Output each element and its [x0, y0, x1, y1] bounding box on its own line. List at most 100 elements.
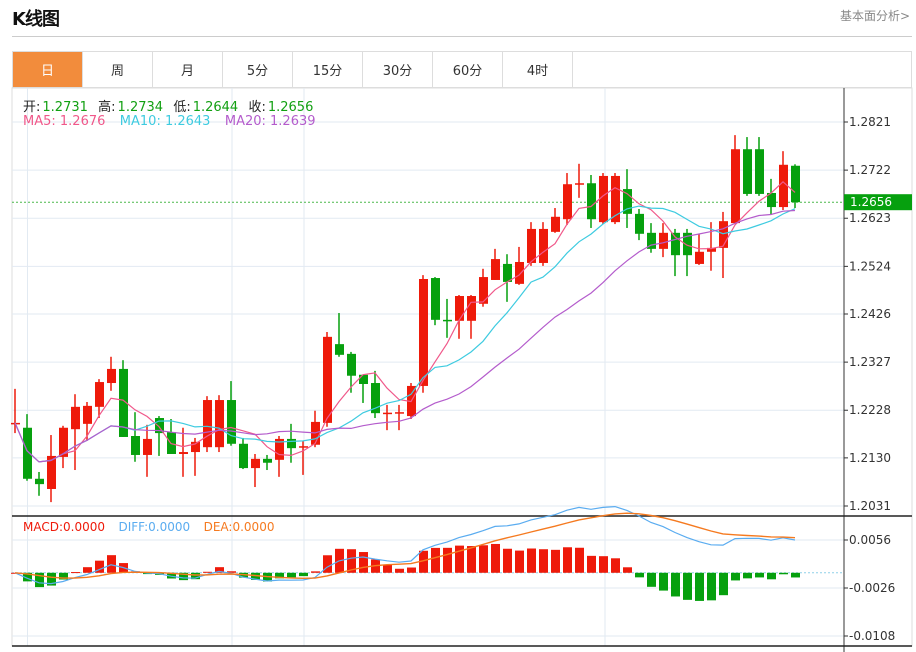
- macd-bar: [323, 555, 332, 573]
- candle-body: [731, 149, 740, 224]
- low-label: 低:: [173, 100, 191, 115]
- price-tick-label: 1.2623: [849, 211, 891, 225]
- macd-bar: [107, 555, 116, 573]
- candle-body: [515, 261, 524, 284]
- price-tick-label: 1.2722: [849, 163, 891, 177]
- ma10-value: MA10: 1.2643: [119, 114, 211, 129]
- candle-body: [719, 221, 728, 248]
- tab-weekly[interactable]: 周: [83, 52, 153, 87]
- macd-bar: [695, 572, 704, 601]
- candle-body: [131, 436, 140, 455]
- tab-15min[interactable]: 15分: [293, 52, 363, 87]
- tab-5min[interactable]: 5分: [223, 52, 293, 87]
- tab-monthly[interactable]: 月: [153, 52, 223, 87]
- macd-bar: [95, 560, 104, 573]
- macd-bar: [59, 572, 68, 580]
- macd-bar: [455, 545, 464, 573]
- macd-bar: [755, 572, 764, 578]
- high-value: 1.2734: [117, 100, 164, 115]
- macd-bar: [359, 552, 368, 573]
- candle-body: [35, 478, 44, 485]
- candle-body: [251, 458, 260, 469]
- tab-daily[interactable]: 日: [13, 52, 83, 87]
- candle-body: [143, 438, 152, 455]
- macd-bar: [599, 556, 608, 573]
- close-value: 1.2656: [267, 100, 314, 115]
- candle-body: [227, 400, 236, 444]
- macd-bar: [563, 547, 572, 573]
- macd-bar: [791, 572, 800, 578]
- macd-bar: [635, 572, 644, 578]
- candle-body: [443, 319, 452, 322]
- macd-value: MACD:0.0000: [23, 520, 106, 534]
- candle-body: [479, 277, 488, 304]
- current-price-label: 1.2656: [850, 195, 892, 209]
- macd-bar: [47, 572, 56, 586]
- macd-bar: [251, 572, 260, 580]
- ma20-line: [14, 209, 796, 463]
- candle-body: [263, 458, 272, 463]
- tab-60min[interactable]: 60分: [433, 52, 503, 87]
- candle-body: [299, 446, 308, 448]
- macd-bar: [527, 548, 536, 573]
- macd-tick-label: -0.0026: [849, 581, 895, 595]
- candle-body: [203, 400, 212, 448]
- dea-value: DEA:0.0000: [203, 520, 275, 534]
- price-tick-label: 1.2327: [849, 355, 891, 369]
- macd-bar: [203, 571, 212, 573]
- candle-body: [539, 228, 548, 263]
- fundamental-analysis-link[interactable]: 基本面分析>: [839, 9, 910, 23]
- page-title: K线图: [12, 9, 60, 30]
- candle-body: [59, 427, 68, 457]
- open-value: 1.2731: [42, 100, 88, 115]
- candle-body: [491, 259, 500, 280]
- candle-body: [419, 279, 428, 386]
- candle-body: [467, 296, 476, 321]
- candle-body: [755, 149, 764, 194]
- macd-bar: [659, 572, 668, 591]
- macd-bar: [35, 572, 44, 588]
- macd-bar: [443, 547, 452, 573]
- candle-body: [503, 263, 512, 282]
- current-price-badge: [844, 194, 912, 211]
- macd-bar: [767, 572, 776, 580]
- tab-4hour[interactable]: 4时: [503, 52, 573, 87]
- macd-tick-label: -0.0108: [849, 629, 895, 643]
- candle-body: [323, 336, 332, 423]
- macd-bar: [479, 545, 488, 573]
- price-tick-label: 1.2228: [849, 403, 891, 417]
- macd-bar: [287, 572, 296, 578]
- open-label: 开:: [23, 100, 41, 115]
- candle-body: [647, 232, 656, 249]
- macd-bar: [647, 572, 656, 587]
- candle-body: [599, 175, 608, 223]
- price-tick-label: 1.2031: [849, 499, 891, 513]
- macd-bar: [83, 567, 92, 573]
- candle-body: [167, 432, 176, 454]
- macd-bar: [431, 547, 440, 573]
- candle-body: [335, 344, 344, 355]
- candle-body: [791, 165, 800, 203]
- macd-bar: [407, 567, 416, 573]
- candle-body: [635, 213, 644, 234]
- candle-body: [575, 183, 584, 185]
- ma10-line: [14, 205, 796, 463]
- macd-bar: [227, 571, 236, 573]
- macd-bar: [383, 564, 392, 573]
- macd-bar: [299, 572, 308, 577]
- ma5-line: [14, 180, 796, 463]
- macd-bar: [707, 572, 716, 601]
- candle-body: [191, 441, 200, 453]
- ohlc-legend: 开: 1.2731 高: 1.2734 低: 1.2644 收: 1.2656: [23, 96, 315, 115]
- macd-bar: [515, 550, 524, 573]
- close-label: 收:: [248, 100, 266, 115]
- header-divider: [12, 36, 912, 37]
- macd-bar: [779, 572, 788, 575]
- price-tick-label: 1.2426: [849, 307, 891, 321]
- macd-bar: [491, 543, 500, 573]
- tab-30min[interactable]: 30分: [363, 52, 433, 87]
- macd-bar: [167, 572, 176, 579]
- candle-body: [683, 232, 692, 256]
- candle-body: [623, 189, 632, 214]
